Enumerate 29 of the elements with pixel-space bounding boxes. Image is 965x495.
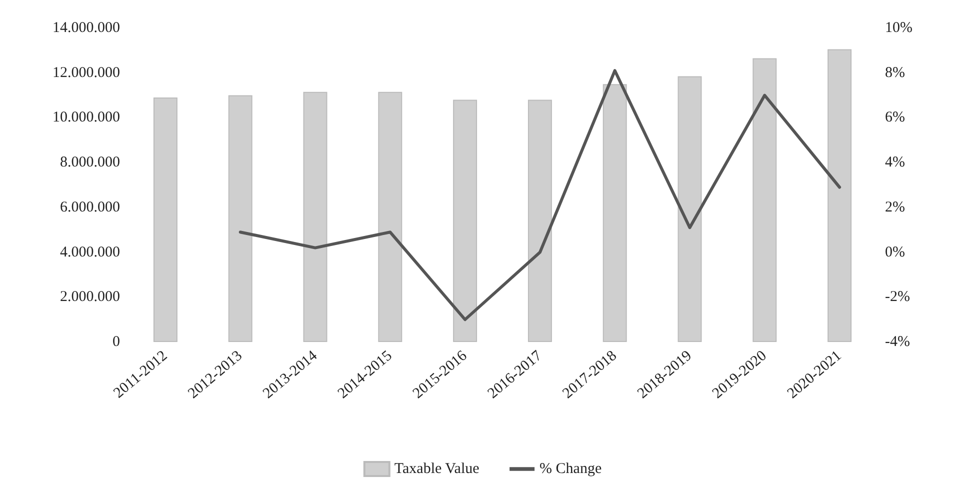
y-tick-label: 14.000.000 [52,20,120,36]
legend-label: % Change [540,461,602,477]
y-tick-label: 6.000.000 [60,199,120,216]
y2-tick-label: 8% [885,64,905,81]
bar [378,92,402,342]
bar [228,95,252,342]
y2-tick-label: -2% [885,289,910,306]
y-tick-label: 8.000.000 [60,154,120,171]
bar [453,100,478,342]
y2-tick-label: 0% [885,244,905,260]
y2-tick-label: 10% [885,20,912,36]
bar [528,100,552,342]
bar [828,49,852,342]
bar [303,92,328,342]
legend-label: Taxable Value [394,461,480,477]
y-tick-label: 12.000.000 [52,64,120,81]
y2-tick-label: 4% [885,154,905,171]
bar [678,76,702,342]
y2-tick-label: 6% [885,110,905,126]
y-tick-label: 2.000.000 [60,289,120,306]
y-tick-label: 10.000.000 [52,110,120,126]
bar [752,58,777,342]
bar [153,98,178,342]
y2-tick-label: -4% [885,334,910,350]
y-tick-label: 0 [112,334,120,350]
y2-tick-label: 2% [885,199,905,216]
bar [602,84,627,342]
line-series [238,69,842,322]
y-tick-label: 4.000.000 [60,244,120,260]
